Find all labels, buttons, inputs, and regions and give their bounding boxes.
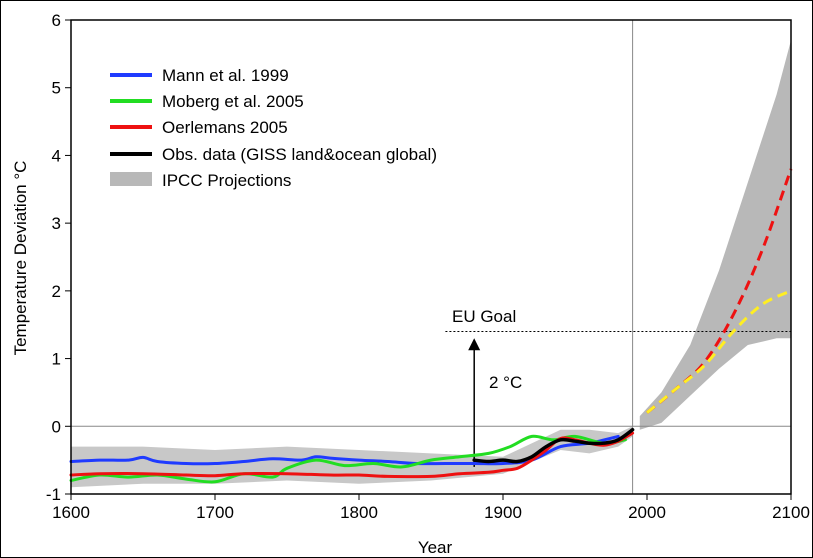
y-tick-label-6: 6 bbox=[52, 11, 61, 30]
y-tick-label-3: 3 bbox=[52, 214, 61, 233]
x-tick-label-2000: 2000 bbox=[628, 503, 666, 522]
y-axis-title: Temperature Deviation °C bbox=[11, 161, 30, 356]
legend-label-oerlemans: Oerlemans 2005 bbox=[162, 118, 288, 137]
y-tick-label-2: 2 bbox=[52, 282, 61, 301]
legend-label-ipcc: IPCC Projections bbox=[162, 171, 291, 190]
x-tick-label-1700: 1700 bbox=[196, 503, 234, 522]
y-tick-label-0: 0 bbox=[52, 417, 61, 436]
x-axis-ticks: 1600 1700 1800 1900 2000 2100 bbox=[52, 494, 810, 522]
legend-label-moberg: Moberg et al. 2005 bbox=[162, 92, 304, 111]
series-line-obs bbox=[472, 427, 635, 464]
two-degree-arrow-head bbox=[468, 338, 481, 351]
two-degree-label: 2 °C bbox=[489, 373, 522, 392]
plot-area bbox=[69, 20, 793, 494]
y-tick-label--1: -1 bbox=[46, 485, 61, 504]
x-tick-label-1800: 1800 bbox=[340, 503, 378, 522]
legend-swatch-ipcc bbox=[110, 172, 152, 186]
x-axis-title: Year bbox=[418, 538, 453, 557]
legend-label-mann: Mann et al. 1999 bbox=[162, 66, 289, 85]
x-tick-label-1600: 1600 bbox=[52, 503, 90, 522]
ipcc-projection-band bbox=[639, 40, 791, 430]
y-tick-label-5: 5 bbox=[52, 79, 61, 98]
x-tick-label-2100: 2100 bbox=[772, 503, 810, 522]
legend-label-obs: Obs. data (GISS land&ocean global) bbox=[162, 145, 437, 164]
y-tick-label-1: 1 bbox=[52, 350, 61, 369]
x-tick-label-1900: 1900 bbox=[484, 503, 522, 522]
y-axis-ticks: -1 0 1 2 3 4 5 6 bbox=[46, 11, 71, 504]
legend: Mann et al. 1999 Moberg et al. 2005 Oerl… bbox=[110, 66, 437, 190]
projection-line-yellow bbox=[646, 289, 792, 414]
eu-goal-label: EU Goal bbox=[452, 307, 516, 326]
series-line-moberg bbox=[69, 434, 627, 484]
y-tick-label-4: 4 bbox=[52, 146, 61, 165]
plot-frame bbox=[70, 19, 792, 495]
